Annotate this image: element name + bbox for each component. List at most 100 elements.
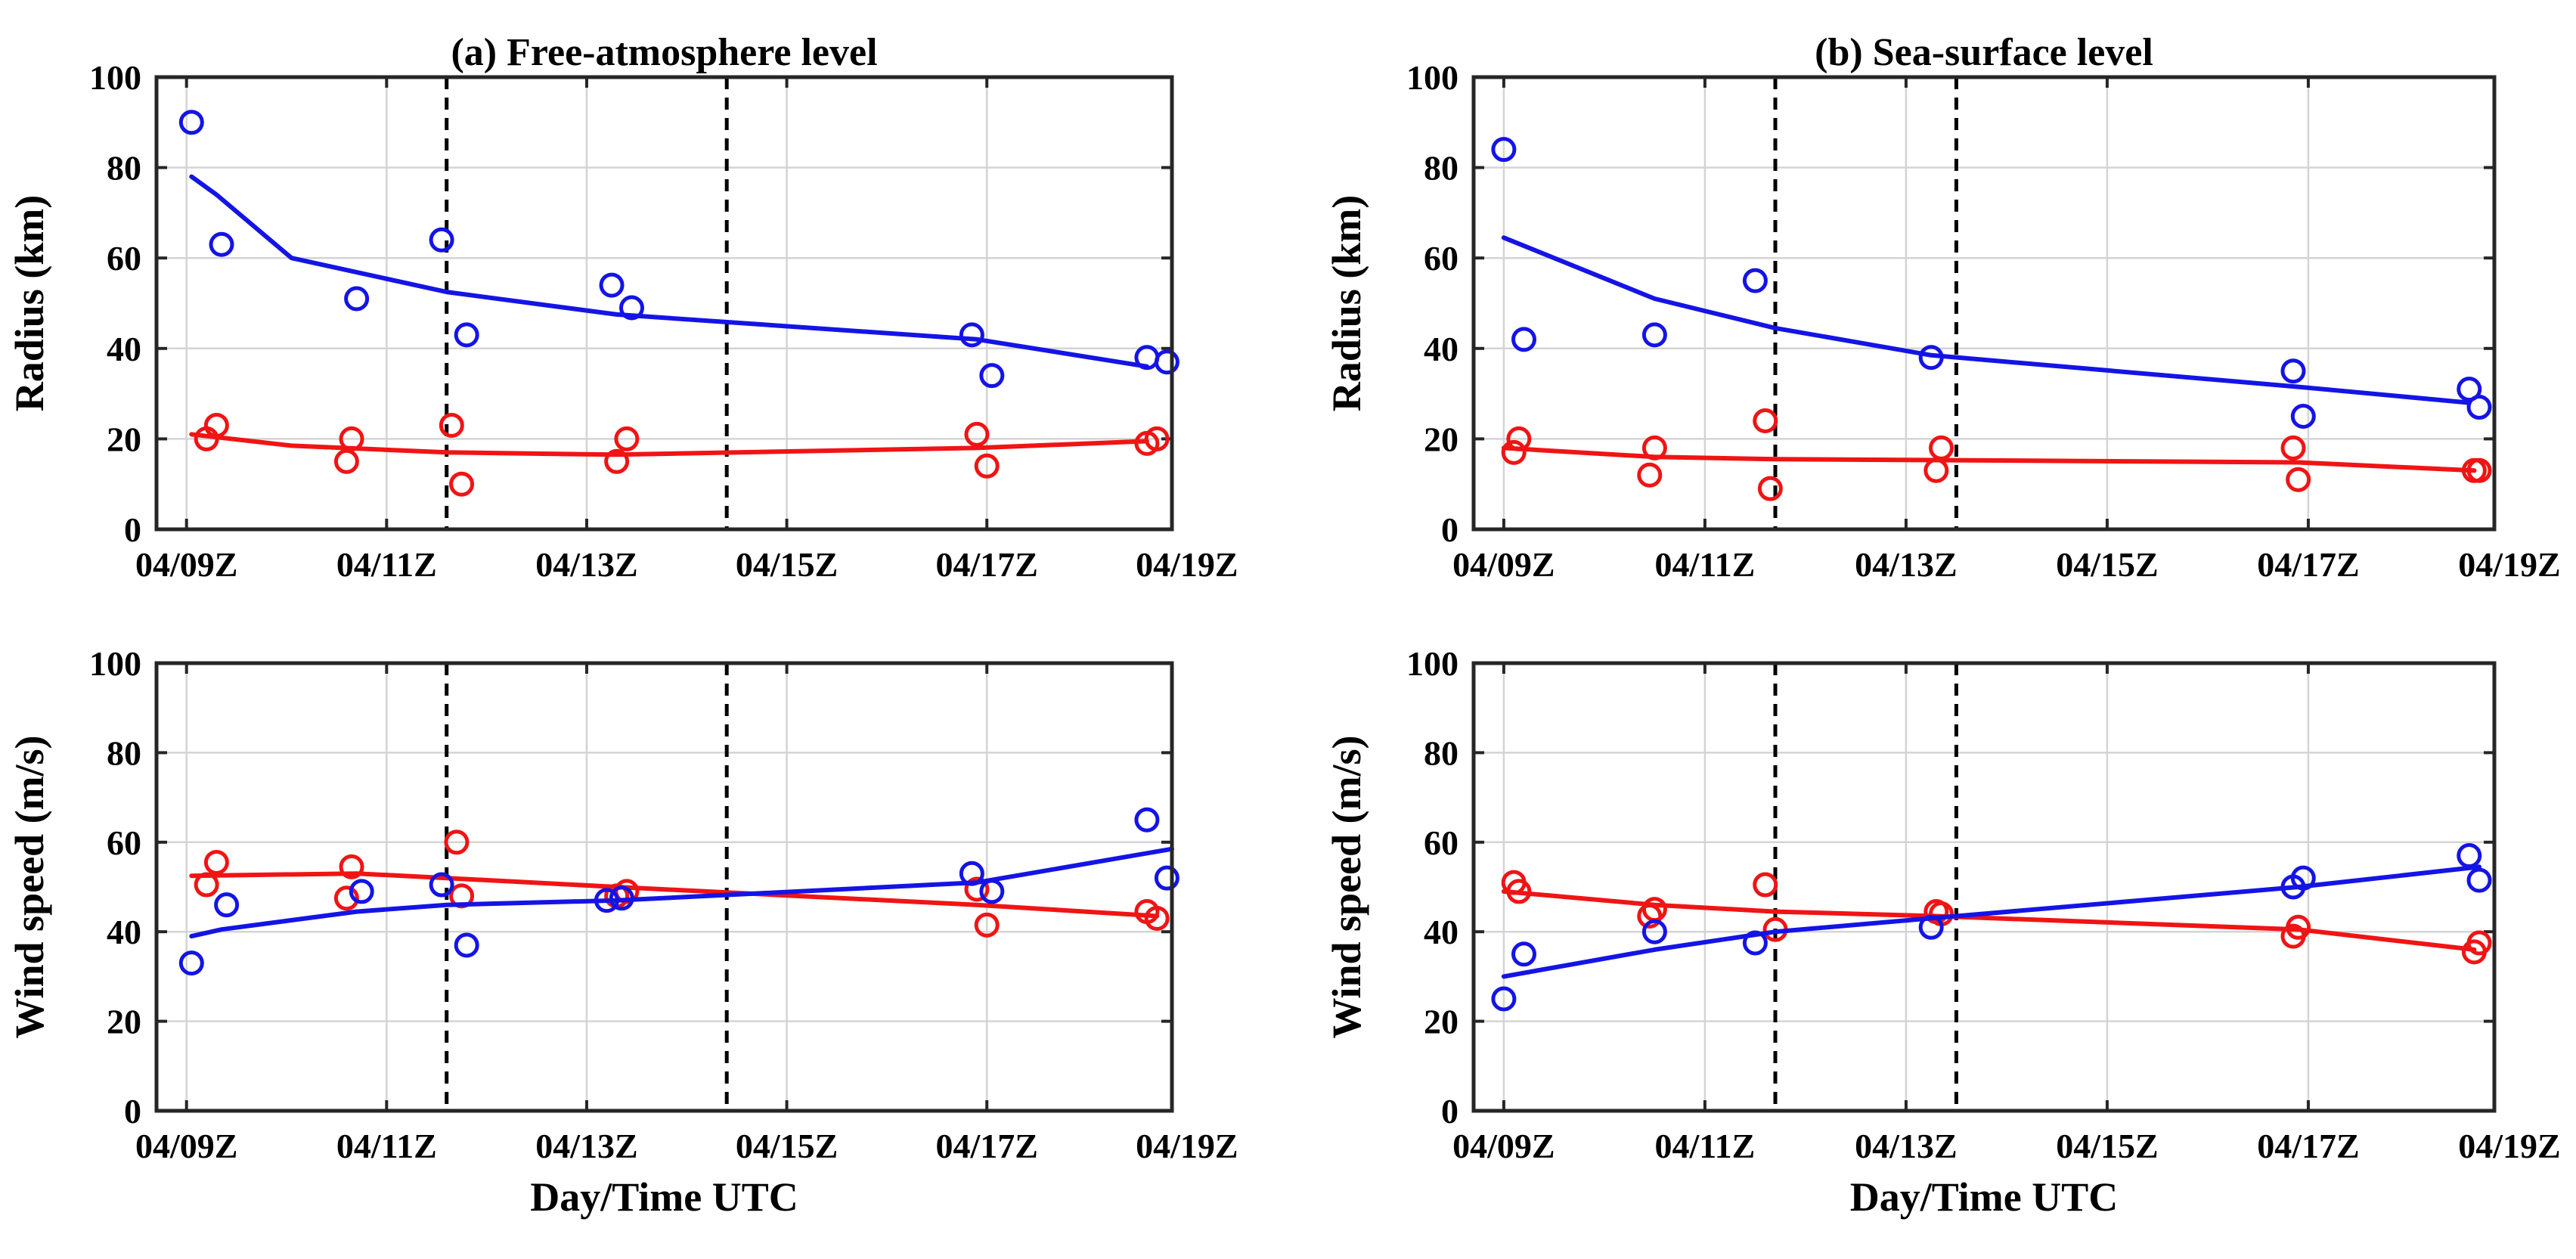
red-fit-line — [1501, 445, 2477, 473]
blue-data-point — [1154, 865, 1180, 891]
blue-data-point — [1641, 919, 1667, 944]
blue-data-point — [2457, 843, 2482, 869]
red-data-point — [2466, 930, 2492, 956]
x-axis-label: Day/Time UTC — [1850, 1174, 2119, 1220]
red-data-point — [1928, 435, 1954, 460]
x-tick-label: 04/19Z — [1136, 545, 1238, 584]
red-fit-line — [189, 871, 1160, 919]
blue-data-point — [1742, 930, 1768, 956]
blue-data-point — [214, 892, 240, 918]
blue-fit-line — [1501, 864, 2481, 979]
y-tick-label: 0 — [1441, 1092, 1458, 1130]
blue-data-point — [454, 932, 479, 958]
plot-frame — [1471, 661, 2497, 1113]
blue-data-point — [1511, 941, 1537, 967]
blue-data-point — [618, 295, 644, 321]
x-tick-label: 04/09Z — [135, 1127, 237, 1165]
red-data-point — [1506, 426, 1532, 451]
red-data-point — [604, 448, 630, 474]
blue-fit-line — [1501, 235, 2472, 405]
x-tick-label: 04/15Z — [736, 1127, 838, 1165]
blue-data-point — [594, 888, 619, 913]
red-data-point — [964, 876, 990, 902]
x-tick-label: 04/13Z — [1855, 545, 1957, 584]
red-data-point — [333, 885, 359, 911]
x-tick-label: 04/15Z — [2056, 545, 2158, 584]
red-data-point — [1753, 872, 1778, 898]
x-tick-label: 04/11Z — [1654, 1127, 1755, 1165]
blue-data-point — [959, 861, 984, 886]
x-tick-label: 04/13Z — [1855, 1127, 1957, 1165]
blue-data-point — [2466, 867, 2492, 893]
y-tick-label: 60 — [1424, 823, 1458, 862]
red-data-point — [194, 872, 219, 898]
red-data-point — [439, 412, 464, 438]
blue-data-point — [344, 286, 370, 312]
y-tick-label: 80 — [1424, 733, 1458, 772]
x-tick-label: 04/17Z — [2257, 1127, 2359, 1165]
red-data-point — [964, 421, 990, 447]
y-tick-label: 20 — [1424, 420, 1458, 458]
plot-area — [157, 77, 1172, 529]
y-tick-label: 20 — [107, 420, 141, 458]
red-fit-line — [189, 432, 1149, 457]
y-axis-label: Wind speed (m/s) — [1324, 735, 1369, 1038]
red-data-point — [1753, 408, 1778, 433]
x-tick-label: 04/11Z — [1654, 545, 1755, 584]
red-data-point — [203, 412, 229, 438]
y-tick-label: 60 — [107, 239, 141, 278]
y-tick-label: 40 — [1424, 913, 1458, 951]
blue-data-point — [1918, 914, 1944, 940]
blue-data-point — [1491, 986, 1517, 1012]
blue-data-point — [178, 950, 204, 976]
y-tick-label: 100 — [89, 58, 141, 97]
plot-frame — [154, 661, 1174, 1113]
x-tick-label: 04/11Z — [336, 1127, 437, 1165]
x-tick-label: 04/13Z — [535, 1127, 637, 1165]
red-data-point — [1757, 476, 1783, 501]
blue-data-point — [979, 879, 1005, 904]
blue-data-point — [209, 231, 234, 257]
blue-data-point — [1511, 327, 1537, 352]
y-tick-label: 0 — [124, 510, 141, 549]
blue-data-point — [2290, 865, 2316, 891]
x-tick-label: 04/11Z — [336, 545, 437, 584]
red-data-point — [203, 849, 229, 875]
red-data-point — [333, 448, 359, 474]
red-data-point — [974, 453, 1000, 479]
y-tick-label: 80 — [107, 149, 141, 188]
y-tick-label: 0 — [1441, 510, 1458, 549]
x-tick-label: 04/19Z — [1136, 1127, 1238, 1165]
x-tick-label: 04/19Z — [2458, 545, 2560, 584]
blue-data-point — [1641, 322, 1667, 348]
blue-data-point — [2280, 358, 2306, 384]
red-data-point — [1641, 435, 1667, 460]
blue-data-point — [979, 363, 1005, 389]
y-tick-label: 80 — [1424, 149, 1458, 188]
x-tick-label: 04/17Z — [2257, 545, 2359, 584]
y-tick-label: 20 — [1424, 1003, 1458, 1041]
blue-data-point — [1154, 349, 1180, 375]
y-tick-label: 100 — [89, 644, 141, 683]
y-tick-label: 60 — [1424, 239, 1458, 278]
x-tick-label: 04/17Z — [935, 1127, 1037, 1165]
y-axis-label: Radius (km) — [7, 195, 52, 412]
x-tick-label: 04/09Z — [135, 545, 237, 584]
red-data-point — [974, 912, 1000, 938]
y-tick-label: 40 — [107, 330, 141, 368]
x-tick-label: 04/19Z — [2458, 1127, 2560, 1165]
x-tick-label: 04/09Z — [1452, 545, 1555, 584]
red-data-point — [1144, 426, 1170, 451]
blue-data-point — [349, 879, 374, 904]
x-tick-label: 04/09Z — [1452, 1127, 1555, 1165]
blue-data-point — [609, 885, 634, 911]
panel-a-radius: 04/09Z 04/11Z 04/13Z 04/15Z 04/17Z 04/19Z 0 20 4… — [7, 31, 1238, 584]
panel-a-wind-speed: 04/09Z 04/11Z 04/13Z 04/15Z 04/17Z 04/19Z 0 20 4… — [7, 644, 1238, 1220]
red-data-point — [2466, 457, 2492, 483]
x-axis-label: Day/Time UTC — [530, 1174, 798, 1220]
blue-data-point — [178, 110, 204, 135]
blue-data-point — [1491, 137, 1517, 163]
plot-frame — [154, 75, 1174, 532]
red-data-point — [449, 471, 475, 497]
